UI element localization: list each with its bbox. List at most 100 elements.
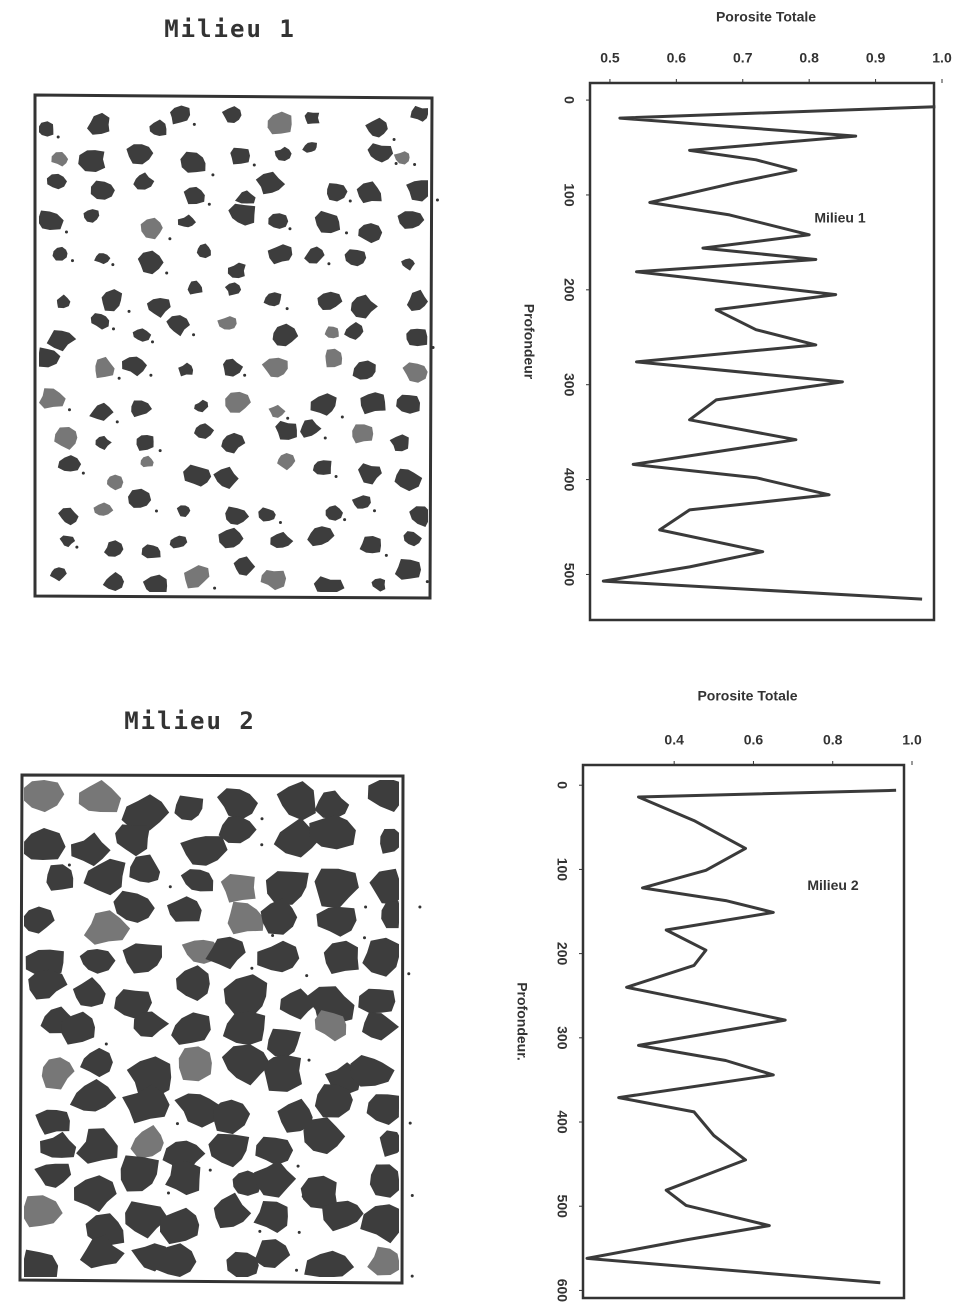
grain — [222, 1011, 266, 1046]
speck — [410, 1194, 414, 1198]
grain — [371, 578, 386, 592]
speck — [175, 1122, 179, 1126]
tick-label: 0.7 — [733, 50, 753, 66]
grain — [61, 1011, 95, 1045]
grain — [78, 150, 106, 172]
grain — [277, 1098, 313, 1133]
grain — [176, 965, 210, 1001]
speck — [117, 376, 121, 380]
grain — [323, 940, 359, 974]
grain — [227, 262, 246, 279]
grain — [46, 330, 77, 352]
speck — [271, 934, 275, 938]
tick-label: 0.6 — [667, 50, 687, 66]
grain — [260, 570, 287, 591]
grain — [187, 280, 203, 295]
speck — [250, 966, 254, 970]
speck — [286, 416, 290, 420]
grain — [322, 1200, 364, 1232]
grain — [305, 986, 355, 1024]
grain — [95, 435, 112, 450]
tick-label: 0.5 — [600, 50, 620, 66]
speck — [252, 163, 256, 167]
grain — [255, 171, 286, 195]
grain — [194, 423, 215, 439]
grain — [78, 780, 122, 813]
speck — [258, 1229, 262, 1233]
tick-label: 400 — [554, 1110, 570, 1134]
grain — [120, 1155, 159, 1192]
grain — [228, 203, 256, 226]
grain — [126, 144, 154, 165]
tick-label: 300 — [554, 1026, 570, 1050]
grain — [24, 1195, 63, 1228]
grain — [314, 1084, 353, 1118]
grain — [69, 1079, 117, 1112]
grain — [380, 828, 399, 854]
grain — [194, 399, 209, 413]
grain — [85, 1213, 125, 1246]
tick-label: 400 — [561, 468, 577, 492]
grain — [174, 1093, 223, 1128]
grain — [350, 294, 378, 319]
grain — [80, 1047, 113, 1078]
annotation: Milieu 1 — [814, 209, 866, 225]
grain — [304, 112, 320, 124]
grain — [255, 1136, 294, 1166]
grain — [87, 112, 110, 135]
tick-label: 500 — [561, 563, 577, 587]
grain — [133, 1011, 170, 1038]
grain — [369, 868, 399, 905]
speck — [384, 553, 388, 557]
grain — [267, 111, 292, 135]
grain — [56, 294, 71, 309]
grain — [393, 151, 410, 165]
grain — [366, 1094, 399, 1125]
grain — [101, 289, 123, 312]
grain — [160, 1207, 200, 1245]
grain — [310, 393, 337, 416]
grain — [232, 1170, 262, 1196]
grain — [122, 943, 162, 974]
grain — [268, 213, 289, 229]
grain — [254, 1239, 291, 1268]
grain — [83, 858, 126, 896]
grain — [367, 143, 394, 163]
grain — [140, 217, 163, 240]
speck — [327, 262, 331, 266]
grain — [352, 360, 376, 380]
speck — [111, 327, 115, 331]
grain — [225, 391, 251, 413]
grain — [276, 781, 316, 821]
grain — [325, 505, 343, 521]
grain — [358, 223, 383, 244]
grain — [128, 488, 152, 508]
speck — [334, 474, 338, 478]
speck — [340, 415, 344, 419]
grain — [177, 214, 196, 228]
grain — [93, 502, 114, 516]
grain — [132, 328, 152, 342]
grain — [180, 869, 214, 892]
tick-label: 100 — [554, 858, 570, 882]
grain — [133, 172, 155, 190]
grain — [196, 243, 211, 259]
grain — [307, 526, 335, 547]
grain — [309, 815, 356, 850]
grain — [79, 949, 116, 974]
speck — [115, 420, 119, 424]
grain — [303, 1117, 346, 1155]
grain — [141, 544, 161, 559]
grain — [180, 836, 228, 866]
grain — [327, 183, 348, 202]
grain — [24, 1249, 59, 1277]
axis-title: Profondeur — [521, 304, 537, 380]
grain — [270, 531, 294, 548]
speck — [372, 509, 376, 513]
grain — [90, 180, 115, 200]
speck — [211, 173, 215, 177]
grain — [402, 362, 428, 383]
grain — [122, 1084, 170, 1124]
speck — [418, 905, 422, 909]
axis-title: Porosite Totale — [697, 688, 797, 704]
